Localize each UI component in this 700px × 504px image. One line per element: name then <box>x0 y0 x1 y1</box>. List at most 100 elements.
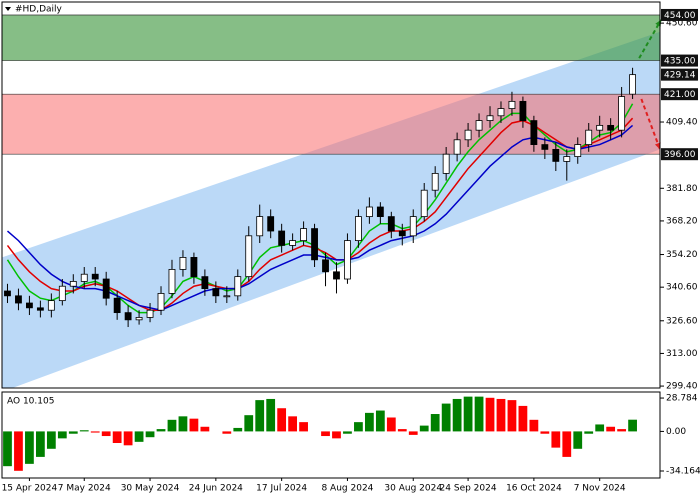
candle-body <box>585 129 593 145</box>
ao-bar <box>145 431 155 438</box>
candle-body <box>223 295 231 298</box>
ao-bar <box>540 431 550 434</box>
ao-bar <box>134 431 144 442</box>
ao-bar <box>68 431 78 434</box>
candle-body <box>333 271 340 280</box>
ao-bar <box>25 431 34 464</box>
candle-body <box>278 230 286 246</box>
candle-body <box>256 216 264 237</box>
ao-bar <box>529 419 539 432</box>
ao-bar <box>584 431 594 434</box>
candle-body <box>245 235 253 278</box>
candle-body <box>442 153 450 174</box>
ao-bar <box>354 422 363 432</box>
candle-body <box>541 144 549 150</box>
x-tick-label: 17 Jul 2024 <box>256 484 307 494</box>
candle-body <box>36 307 44 311</box>
ao-bar <box>14 431 23 471</box>
candle-body <box>80 273 88 282</box>
ao-bar <box>441 403 451 432</box>
ao-bar <box>233 427 243 432</box>
ao-bar <box>452 398 462 432</box>
ao-bar <box>167 419 177 432</box>
x-tick-label: 15 Apr 2024 <box>2 484 58 494</box>
price-tag-box <box>661 54 698 67</box>
price-tag: 421.00 <box>664 90 696 100</box>
candle-body <box>629 74 636 95</box>
x-tick-label: 24 Sep 2024 <box>440 484 497 494</box>
candle-body <box>212 288 220 297</box>
candle-body <box>190 257 198 278</box>
candle-body <box>124 312 132 321</box>
candle-body <box>234 276 242 297</box>
ao-bar <box>222 431 232 434</box>
y-tick-label: 354.20 <box>666 250 698 260</box>
y-tick-label: 299.40 <box>666 382 698 392</box>
main-pane <box>2 14 660 388</box>
price-tag: 429.14 <box>664 71 696 81</box>
candle-body <box>552 148 560 162</box>
moving-average <box>6 124 634 312</box>
ao-bar <box>156 429 166 432</box>
ao-bar <box>332 431 341 439</box>
candle-body <box>519 100 527 121</box>
ao-bar <box>244 415 254 432</box>
candle-body <box>26 302 33 309</box>
candle-body <box>376 206 384 218</box>
ao-bar <box>112 431 122 443</box>
candle-body <box>431 172 439 191</box>
ao-label: AO 10.105 <box>7 397 54 407</box>
y-tick-label: 409.40 <box>666 118 698 128</box>
candle-body <box>179 257 187 270</box>
x-tick-label: 16 Oct 2024 <box>506 484 562 494</box>
y-tick-label: -34.164 <box>666 467 700 477</box>
ao-bar <box>3 431 12 467</box>
y-tick-label: 340.60 <box>666 283 698 293</box>
candle-body <box>409 216 417 237</box>
candle-body <box>563 156 571 162</box>
ao-bar <box>189 418 199 432</box>
candle-body <box>69 281 77 287</box>
candle-body <box>4 290 11 297</box>
ao-bar <box>321 431 330 437</box>
x-tick-label: 24 Jun 2024 <box>189 484 243 494</box>
x-tick-label: 7 Nov 2024 <box>574 484 626 494</box>
candle-body <box>530 120 538 145</box>
ao-bar <box>562 431 572 457</box>
x-tick-label: 8 Aug 2024 <box>321 484 373 494</box>
candle-body <box>607 124 615 131</box>
ao-bar <box>123 431 133 446</box>
ao-bar <box>419 425 429 432</box>
candle-body <box>102 278 110 299</box>
candle-body <box>387 216 395 232</box>
candle-body <box>453 139 461 155</box>
y-tick-label: 368.20 <box>666 216 698 226</box>
candle-body <box>420 189 428 218</box>
candle-body <box>135 317 143 321</box>
ao-bar <box>397 429 407 432</box>
price-tag-box <box>661 148 698 161</box>
main-frame <box>1 1 661 389</box>
x-tick-label: 30 May 2024 <box>121 484 180 494</box>
ao-bar <box>255 400 265 432</box>
ao-frame <box>1 391 661 479</box>
y-tick-label: 28.784 <box>666 394 698 404</box>
price-zone <box>2 14 660 61</box>
candle-body <box>267 216 275 232</box>
ao-bar <box>343 431 352 434</box>
candle-body <box>618 96 626 131</box>
ao-bar <box>375 410 385 432</box>
ao-bar <box>46 431 56 449</box>
chart-title: #HD,Daily <box>15 5 63 15</box>
candle-body <box>168 269 176 294</box>
price-tag-box <box>661 68 698 81</box>
ao-bar <box>606 426 616 432</box>
ao-bar <box>277 408 287 432</box>
y-tick-label: 313.00 <box>666 349 698 359</box>
candle-body <box>113 297 121 314</box>
forecast-arrow <box>638 19 662 59</box>
candle-body <box>574 144 582 157</box>
ao-bar <box>518 405 528 432</box>
candle-body <box>475 120 483 131</box>
